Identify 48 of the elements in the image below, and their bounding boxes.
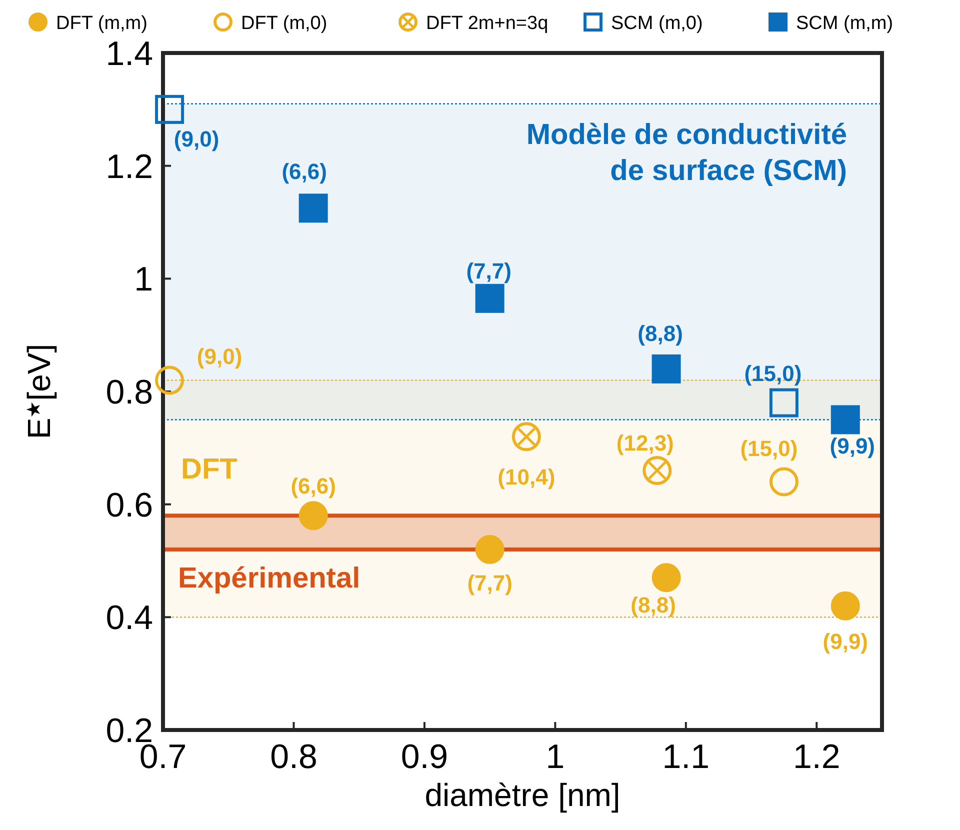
point (642, 456, 672, 485)
x-axis-title: diamètre [nm] (424, 777, 620, 813)
x-tick-label: 0.9 (400, 738, 448, 776)
x-tick-label: 1 (546, 738, 565, 776)
annotation: (7,7) (467, 570, 512, 596)
x-tick-label: 1.2 (793, 738, 840, 776)
x-tick-label: 0.8 (270, 738, 318, 776)
point (652, 563, 681, 592)
annotation: (9,0) (196, 344, 242, 370)
band-label: Modèle de conductivité de surface (SCM) (526, 118, 847, 187)
annotation: (6,6) (282, 159, 327, 184)
point (830, 405, 860, 434)
y-tick-label: 0.4 (106, 599, 153, 638)
point (769, 388, 798, 418)
y-tick-label: 0.8 (106, 374, 153, 412)
point (155, 366, 184, 395)
y-tick-label: 1 (134, 260, 153, 299)
annotation: (8,8) (630, 592, 676, 618)
point (298, 194, 328, 223)
legend-label: DFT (m,m) (56, 13, 148, 34)
point (769, 467, 798, 496)
annotation: (9,9) (830, 434, 876, 459)
point (652, 354, 681, 384)
legend-label: DFT 2m+n=3q (426, 13, 548, 34)
annotation: (10,4) (498, 464, 556, 490)
point (155, 94, 184, 124)
band-label: Expérimental (178, 562, 360, 594)
y-tick-label: 1.4 (106, 35, 153, 73)
point (512, 422, 541, 452)
point (298, 501, 328, 530)
point (475, 284, 504, 313)
annotation: (15,0) (744, 360, 802, 386)
band-label: DFT (181, 454, 238, 486)
legend-label: DFT (m,0) (241, 13, 328, 34)
y-tick-label: 0.6 (106, 486, 153, 524)
y-tick-label: 1.2 (106, 148, 153, 186)
annotation: (9,9) (822, 628, 868, 654)
annotation: (7,7) (466, 258, 512, 284)
x-tick-label: 1.1 (662, 738, 710, 776)
point (830, 591, 860, 620)
legend-label: SCM (m,m) (796, 13, 894, 34)
legend-label: SCM (m,0) (611, 13, 703, 34)
annotation: (15,0) (740, 436, 798, 461)
annotation: (6,6) (290, 474, 336, 499)
annotation: (8,8) (638, 320, 683, 346)
point (475, 534, 504, 564)
annotation: (9,0) (174, 126, 220, 152)
annotation: (12,3) (616, 430, 674, 456)
